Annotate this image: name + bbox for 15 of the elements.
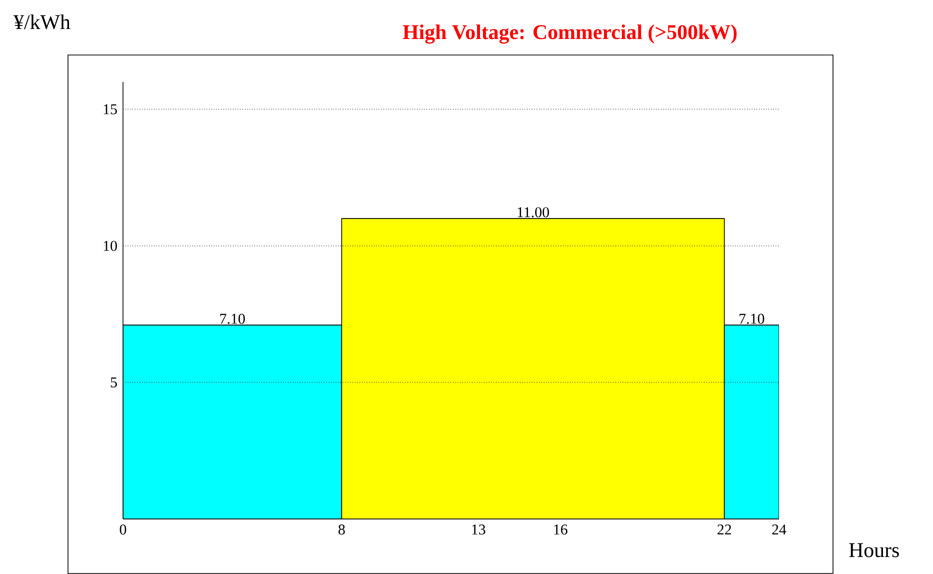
x-axis-title: Hours xyxy=(849,543,899,558)
data-label: 7.10 xyxy=(740,314,764,324)
data-label: 7.10 xyxy=(220,314,245,324)
x-tick-label: 16 xyxy=(554,524,568,535)
x-tick-label: 22 xyxy=(718,524,731,534)
x-tick-label: 24 xyxy=(772,524,786,534)
chart-title: High Voltage: Commercial (>500kW) xyxy=(402,24,737,44)
x-tick-label: 8 xyxy=(338,524,345,535)
x-tick-label: 0 xyxy=(120,524,126,535)
y-tick-label: 5 xyxy=(110,377,117,388)
data-label: 11.00 xyxy=(518,207,549,218)
x-tick-label: 13 xyxy=(472,524,486,535)
y-axis-title: ¥/kWh xyxy=(14,14,70,30)
y-tick-label: 10 xyxy=(104,240,117,251)
y-tick-label: 15 xyxy=(104,104,117,114)
